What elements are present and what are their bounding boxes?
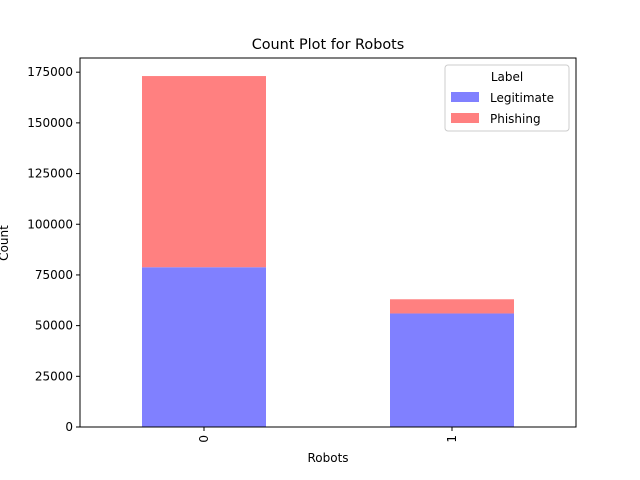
y-tick-label: 150000 xyxy=(27,116,73,130)
y-axis-label: Count xyxy=(0,225,11,261)
y-tick-label: 125000 xyxy=(27,167,73,181)
plot-area-frame xyxy=(79,57,577,428)
chart-title: Count Plot for Robots xyxy=(252,37,405,53)
y-tick-label: 175000 xyxy=(27,65,73,79)
bar-phishing-0 xyxy=(142,76,266,268)
legend-label-legitimate: Legitimate xyxy=(490,91,554,105)
legend-label-phishing: Phishing xyxy=(490,112,541,126)
y-tick-label: 75000 xyxy=(35,268,73,282)
y-tick-label: 0 xyxy=(65,420,73,434)
legend-swatch-legitimate xyxy=(451,92,479,102)
bar-phishing-1 xyxy=(390,299,514,314)
bar-legitimate-0 xyxy=(142,267,266,427)
legend-swatch-phishing xyxy=(451,113,479,123)
y-axis: 0 25000 50000 75000 100000 125000 150000 175000 xyxy=(27,65,80,434)
x-axis-label: Robots xyxy=(307,451,348,465)
y-tick-label: 25000 xyxy=(35,369,73,383)
x-tick-label-0: 0 xyxy=(197,435,211,443)
y-tick-label: 100000 xyxy=(27,217,73,231)
legend-title: Label xyxy=(491,70,523,84)
legend: Label Legitimate Phishing xyxy=(444,64,570,132)
y-tick-label: 50000 xyxy=(35,319,73,333)
bar-legitimate-1 xyxy=(390,313,514,427)
bars-layer xyxy=(142,76,514,427)
x-tick-label-1: 1 xyxy=(445,435,459,443)
